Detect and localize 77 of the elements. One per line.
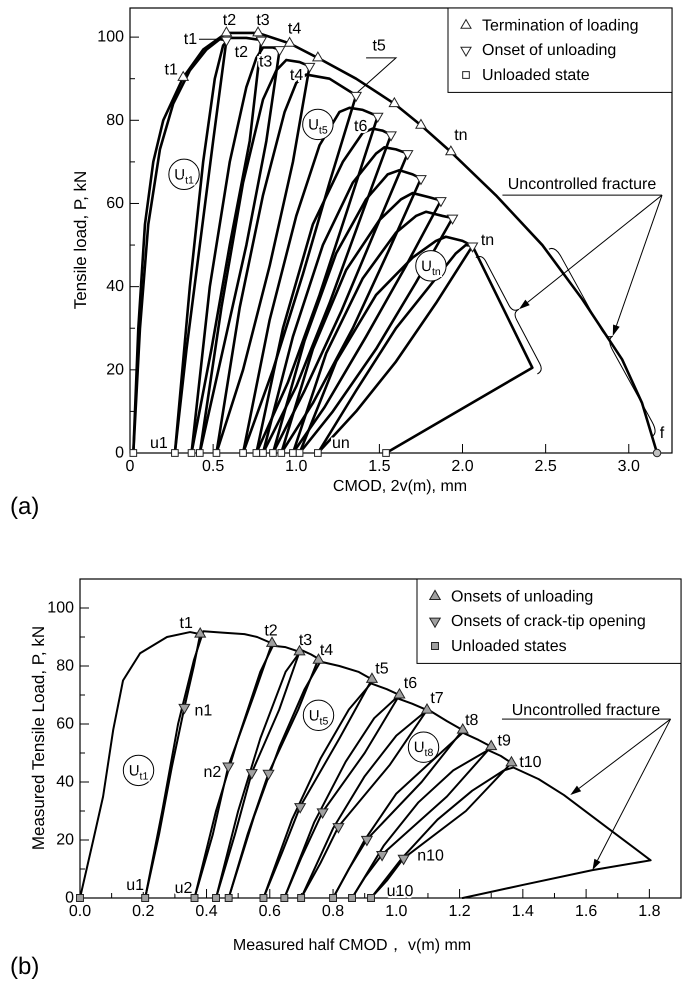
x-tick-label: 1.6	[574, 903, 598, 920]
y-tick-label: 60	[106, 194, 124, 212]
legend-label: Onsets of unloading	[451, 588, 594, 605]
annotation: n10	[417, 846, 444, 864]
annotation: Uncontrolled fracture	[512, 702, 660, 718]
x-tick-label: 1.0	[385, 903, 408, 920]
y-axis-title: Tensile load, P, kN	[71, 170, 90, 310]
annotation: u1	[150, 434, 168, 452]
annotation: Uncontrolled fracture	[508, 176, 656, 192]
text: (a)	[10, 493, 40, 520]
annotation: u10	[386, 882, 414, 900]
annotation: t1	[164, 60, 178, 78]
x-tick-label: 1.8	[638, 903, 661, 920]
legend-label: Unloaded state	[482, 66, 590, 84]
x-tick-label: 1.2	[448, 903, 471, 920]
annotation: tn	[454, 126, 468, 144]
x-tick-label: 2.0	[451, 458, 474, 475]
legend-label: Onset of unloading	[482, 42, 616, 59]
annotation: U$_{t5}$	[308, 116, 328, 136]
y-tick-label: 80	[106, 112, 124, 129]
annotation: U$_{t1}$	[128, 762, 148, 782]
annotation: U$_{t1}$	[174, 166, 194, 186]
annotation: t10	[519, 753, 542, 770]
x-axis-title: Measured half CMOD， v(m) mm	[232, 937, 472, 954]
annotation: un	[332, 434, 350, 452]
annotation: t4	[288, 20, 302, 37]
x-axis-title: CMOD, 2v(m), mm	[332, 478, 468, 495]
y-tick-label: 0	[115, 444, 124, 462]
annotation: U$_{tn}$	[421, 257, 441, 278]
x-tick-label: 0.8	[322, 903, 344, 920]
x-tick-label: 0.4	[195, 903, 218, 920]
annotation: t1	[184, 30, 198, 48]
x-tick-label: 3.0	[618, 458, 640, 475]
legend-label: Onsets of crack-tip opening	[451, 612, 646, 630]
annotation: u1	[126, 876, 144, 894]
x-tick-label: 0	[126, 458, 135, 475]
y-tick-label: 100	[97, 28, 124, 46]
x-tick-label: 0.0	[68, 903, 92, 920]
legend-label: Unloaded states	[451, 638, 567, 654]
x-tick-label: 1.4	[512, 903, 534, 920]
annotation: t2	[222, 11, 236, 28]
annotation: t6	[354, 118, 368, 135]
y-tick-label: 40	[106, 278, 124, 296]
annotation: U$_{t8}$	[414, 738, 434, 760]
annotation: t4	[320, 642, 334, 659]
x-tick-label: 1.0	[285, 458, 308, 475]
annotation: t2	[234, 44, 248, 61]
annotation: t5	[375, 660, 389, 677]
annotation: t9	[498, 732, 511, 750]
annotation: f	[660, 424, 665, 442]
y-tick-label: 20	[56, 832, 74, 848]
legend-label: Termination of loading	[482, 16, 639, 34]
annotation: n1	[194, 702, 212, 719]
y-tick-label: 40	[56, 774, 74, 790]
y-tick-label: 60	[56, 716, 74, 732]
annotation: t8	[465, 712, 479, 729]
y-tick-label: 20	[106, 361, 124, 378]
annotation: t6	[404, 674, 418, 692]
x-tick-label: 0.5	[202, 458, 224, 475]
annotation: n2	[203, 764, 222, 781]
x-tick-label: 0.2	[132, 903, 154, 920]
x-tick-label: 0.6	[258, 903, 282, 920]
annotation: t2	[264, 622, 278, 639]
x-tick-label: 1.5	[368, 458, 391, 475]
annotation: t3	[298, 631, 312, 648]
text: (b)	[10, 953, 40, 980]
annotation: t7	[430, 690, 444, 707]
annotation: t5	[372, 36, 386, 54]
y-tick-label: 80	[56, 658, 74, 674]
y-axis-title: Measured Tensile Load, P, kN	[29, 626, 48, 850]
annotation: t1	[180, 614, 193, 632]
x-tick-label: 2.5	[534, 458, 557, 475]
annotation: u2	[174, 880, 193, 896]
annotation: t3	[256, 11, 270, 28]
annotation: U$_{t5}$	[308, 706, 328, 728]
y-tick-label: 100	[47, 600, 74, 616]
annotation: tn	[480, 231, 494, 248]
